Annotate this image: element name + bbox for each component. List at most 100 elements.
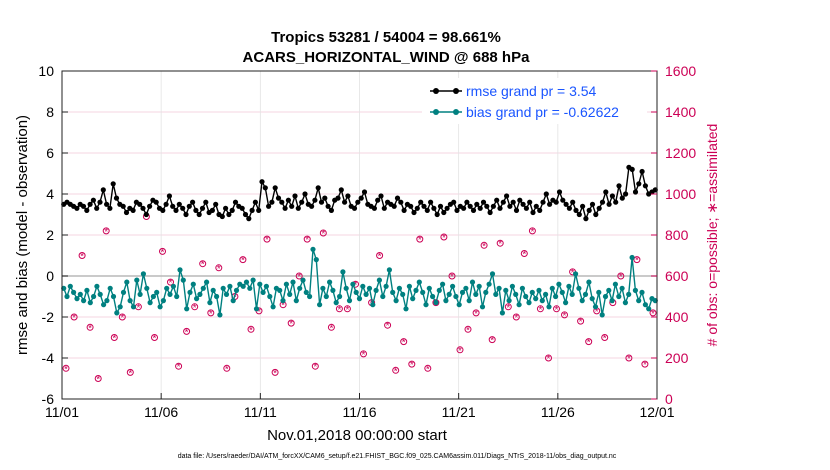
bias-point xyxy=(632,287,639,293)
rmse-point xyxy=(345,193,351,199)
rmse-point xyxy=(166,193,172,199)
bias-point xyxy=(529,289,535,295)
rmse-point xyxy=(504,193,510,199)
obs-possible-point xyxy=(416,235,424,243)
obs-assimilated-point: * xyxy=(257,307,261,318)
obs-assimilated-point: * xyxy=(265,235,269,246)
obs-possible-point xyxy=(528,227,536,235)
bias-point xyxy=(217,312,223,318)
bias-point xyxy=(287,291,293,297)
obs-assimilated-point: * xyxy=(136,303,140,314)
y-axis-label: rmse and bias (model - observation) xyxy=(14,115,31,355)
bias-point xyxy=(546,304,552,310)
obs-possible-point xyxy=(504,303,512,311)
x-tick-label: 11/21 xyxy=(442,404,476,420)
bias-point xyxy=(556,281,562,287)
obs-assimilated-point: * xyxy=(209,309,213,320)
rmse-point xyxy=(107,205,113,211)
rmse-point xyxy=(196,211,202,218)
obs-possible-point xyxy=(488,336,496,344)
obs-assimilated-point: * xyxy=(611,299,615,310)
rmse-point xyxy=(282,205,288,211)
rmse-point xyxy=(616,183,622,189)
obs-assimilated-point: * xyxy=(289,319,293,330)
obs-assimilated-point: * xyxy=(651,309,655,320)
bias-point xyxy=(622,300,629,306)
bias-point xyxy=(243,279,250,285)
rmse-point xyxy=(513,207,520,213)
rmse-point xyxy=(229,207,235,213)
rmse-point xyxy=(490,203,496,209)
bias-point xyxy=(157,304,163,310)
bias-point xyxy=(317,302,323,308)
bias-point xyxy=(586,279,592,285)
bias-point xyxy=(553,293,559,300)
rmse-point xyxy=(160,207,166,213)
obs-possible-point xyxy=(167,278,174,286)
bias-point xyxy=(323,293,329,300)
obs-possible-point xyxy=(440,233,448,241)
obs-assimilated-point: * xyxy=(522,250,526,261)
bias-point xyxy=(346,298,353,304)
rmse-point xyxy=(566,205,573,211)
bias-point xyxy=(107,285,113,291)
bias-point xyxy=(403,306,409,312)
bias-point xyxy=(303,289,309,295)
rmse-point xyxy=(391,203,397,209)
obs-assimilated-point: * xyxy=(96,375,100,386)
bias-point xyxy=(543,291,549,297)
bias-point xyxy=(247,285,253,291)
y-tick-label: 6 xyxy=(46,145,54,161)
rmse-point xyxy=(570,199,576,205)
rmse-point xyxy=(318,199,325,205)
rmse-point xyxy=(328,207,334,213)
bias-point xyxy=(539,298,545,304)
obs-assimilated-point: * xyxy=(249,325,253,336)
bias-point xyxy=(373,287,379,293)
obs-assimilated-point: * xyxy=(112,334,116,345)
bias-point xyxy=(147,300,153,306)
bias-point xyxy=(469,279,476,285)
bias-point xyxy=(307,293,313,300)
bias-point xyxy=(257,281,263,287)
bias-point xyxy=(396,285,402,291)
bias-point xyxy=(81,298,87,304)
rmse-point xyxy=(272,185,278,191)
rmse-point xyxy=(147,203,153,209)
bias-point xyxy=(127,298,133,304)
rmse-point xyxy=(424,207,430,213)
bias-point xyxy=(194,296,200,302)
bias-point xyxy=(579,298,585,304)
rmse-point xyxy=(484,203,490,209)
obs-assimilated-point: * xyxy=(345,305,349,316)
obs-assimilated-point: * xyxy=(120,313,124,324)
bias-point xyxy=(214,293,220,300)
y-right-tick-label: 400 xyxy=(665,309,689,325)
rmse-point xyxy=(467,203,473,209)
rmse-point xyxy=(351,205,358,211)
bias-point xyxy=(636,298,642,304)
bias-point xyxy=(267,293,273,300)
bias-point xyxy=(293,298,299,304)
rmse-point xyxy=(325,203,331,209)
rmse-point xyxy=(599,199,606,205)
obs-assimilated-point: * xyxy=(498,239,502,250)
rmse-point xyxy=(474,201,480,207)
bias-point xyxy=(250,277,256,283)
obs-assimilated-point: * xyxy=(128,368,132,379)
bias-point xyxy=(297,285,303,291)
obs-possible-point xyxy=(118,313,126,321)
obs-possible-point xyxy=(295,272,303,280)
rmse-point xyxy=(180,205,186,211)
obs-assimilated-point: * xyxy=(185,327,189,338)
obs-assimilated-point: * xyxy=(402,338,406,349)
rmse-point xyxy=(603,189,609,195)
obs-assimilated-point: * xyxy=(169,278,173,289)
rmse-point xyxy=(355,199,361,205)
obs-assimilated-point: * xyxy=(603,334,607,345)
rmse-point xyxy=(226,211,232,218)
obs-possible-point xyxy=(496,239,504,247)
rmse-point xyxy=(252,199,258,205)
bias-point xyxy=(67,283,73,289)
